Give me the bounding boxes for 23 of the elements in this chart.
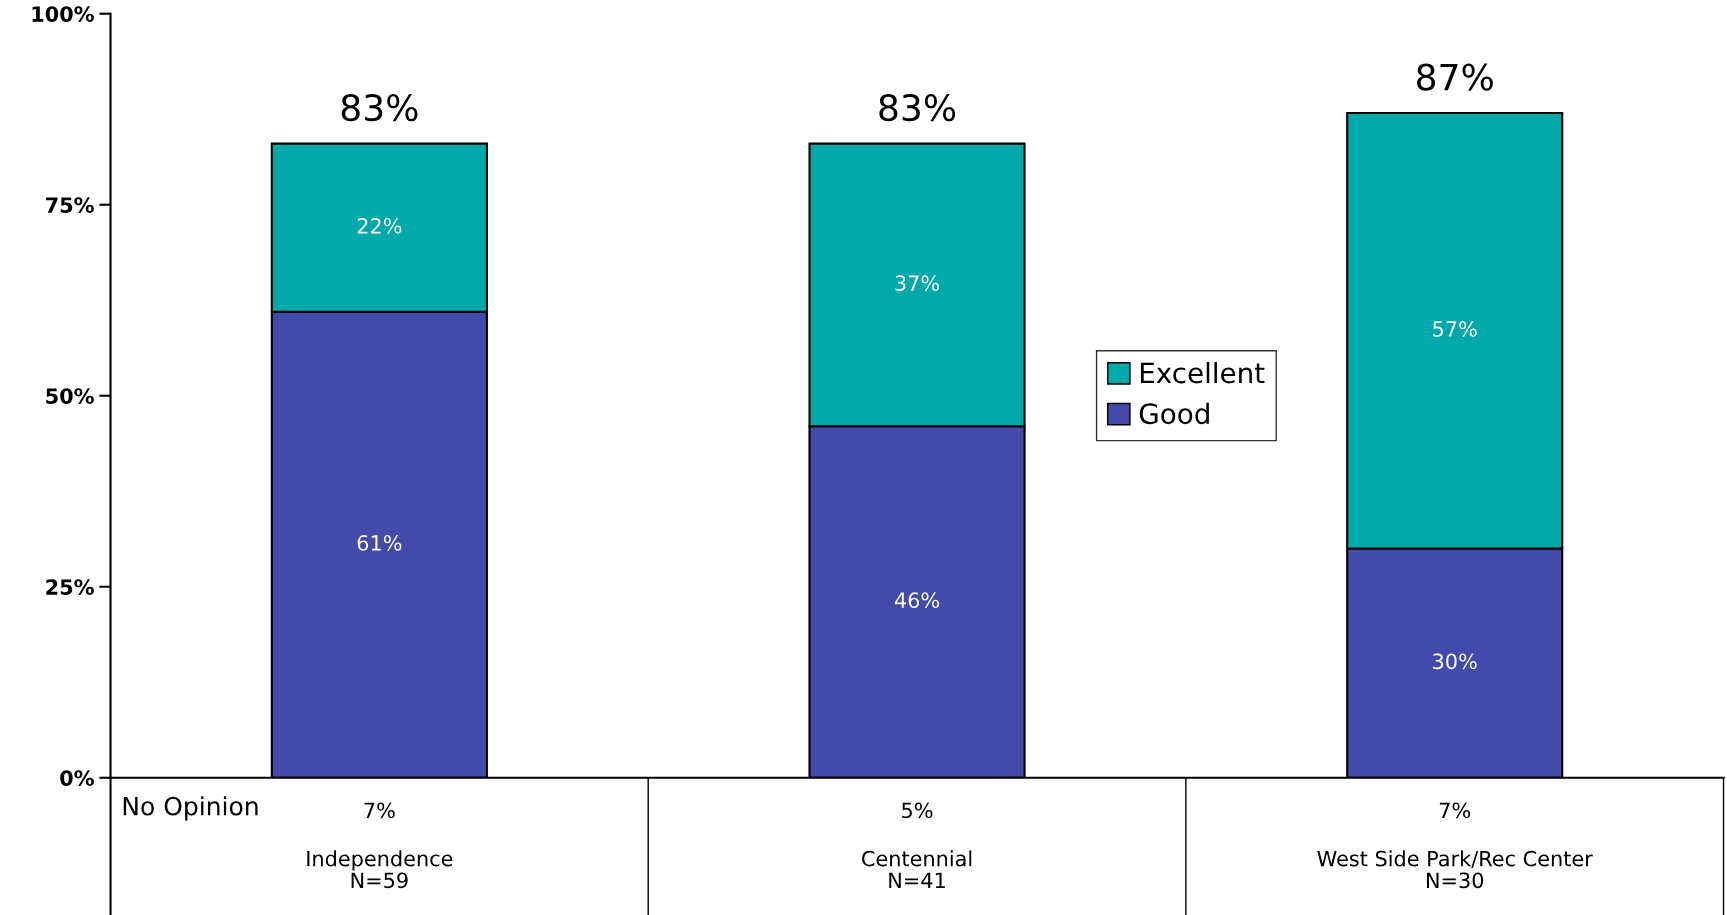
y-tick-label: 100%: [32, 6, 94, 22]
total-label: 83%: [341, 94, 418, 122]
text: No Opinion: [123, 796, 258, 821]
data-label: 22%: [357, 217, 402, 234]
legend-label: Excellent: [1140, 361, 1265, 384]
text: 7%: [364, 802, 395, 819]
y-tick-label: 75%: [46, 197, 94, 213]
data-label: 37%: [895, 275, 940, 291]
data-label: 30%: [1433, 653, 1477, 670]
text: 5%: [902, 802, 933, 819]
data-label: 61%: [357, 535, 402, 551]
text: 7%: [1439, 802, 1471, 819]
legend-label: Good: [1139, 402, 1209, 425]
data-label: 46%: [894, 592, 940, 609]
y-tick-label: 25%: [46, 579, 94, 595]
data-label: 57%: [1433, 321, 1477, 337]
x-tick-label: Centennial N=41: [862, 850, 972, 888]
y-tick-label: 50%: [46, 388, 94, 404]
x-tick-label: West Side Park/Rec Center N=30: [1317, 850, 1593, 889]
y-tick-label: 0%: [60, 770, 94, 786]
total-label: 83%: [879, 94, 956, 122]
total-label: 87%: [1417, 63, 1493, 91]
x-tick-label: Independence N=59: [307, 850, 453, 889]
